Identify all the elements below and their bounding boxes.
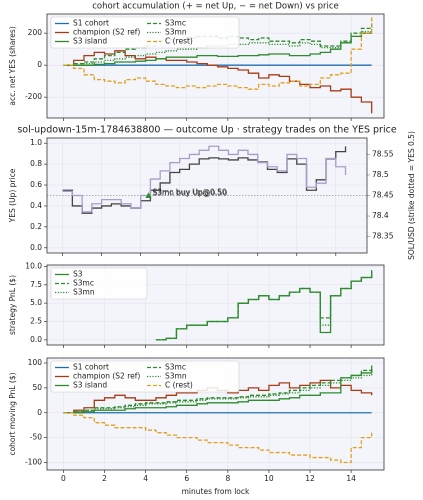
series-line bbox=[63, 32, 372, 66]
legend-label: champion (S2 ref) bbox=[73, 28, 140, 37]
y-tick-label: 0.0 bbox=[30, 335, 42, 344]
y-tick-label: 0.0 bbox=[30, 243, 42, 252]
x-axis-label: minutes from lock bbox=[182, 487, 250, 496]
series-line bbox=[63, 412, 373, 464]
legend-label: S3 bbox=[73, 270, 83, 279]
legend-box bbox=[50, 267, 148, 300]
legend-label: champion (S2 ref) bbox=[73, 372, 140, 381]
y-tick-label: 0.6 bbox=[30, 180, 42, 189]
y-tick-label: 0.4 bbox=[30, 201, 42, 210]
x-tick-label: 4 bbox=[143, 474, 148, 483]
legend-label: S1 cohort bbox=[73, 363, 109, 372]
legend-label: S3mc bbox=[165, 363, 186, 372]
series-line bbox=[155, 273, 373, 341]
trade-marker bbox=[145, 192, 152, 198]
y-tick-label: 0 bbox=[37, 408, 42, 417]
y2-tick-label: 78.55 bbox=[372, 149, 394, 158]
legend-label: S3 island bbox=[73, 381, 107, 390]
y-tick-label: 0.8 bbox=[30, 159, 42, 168]
y-tick-label: 1.0 bbox=[30, 138, 42, 147]
y-tick-label: 200 bbox=[28, 28, 43, 37]
legend-label: C (rest) bbox=[165, 381, 193, 390]
x-tick-label: 8 bbox=[225, 474, 230, 483]
legend-label: S3mn bbox=[73, 288, 95, 297]
y-axis-label: YES (Up) price bbox=[8, 168, 17, 223]
y-tick-label: -100 bbox=[25, 458, 42, 467]
series-line bbox=[63, 17, 373, 90]
y2-tick-label: 78.35 bbox=[372, 232, 394, 241]
y-axis-label: acc. net YES (shares) bbox=[8, 26, 17, 105]
x-tick-label: 14 bbox=[346, 474, 356, 483]
legend-label: S3mn bbox=[165, 372, 187, 381]
y-axis-label: strategy PnL ($) bbox=[8, 275, 17, 335]
legend-label: C (rest) bbox=[165, 37, 193, 46]
legend-box bbox=[50, 360, 240, 393]
legend-box bbox=[50, 16, 240, 49]
legend-label: S1 cohort bbox=[73, 19, 109, 28]
y-tick-label: -50 bbox=[30, 433, 42, 442]
chart-title: cohort accumulation (+ = net Up, − = net… bbox=[92, 2, 339, 12]
x-tick-label: 0 bbox=[61, 474, 66, 483]
annotation: S3mc buy Up@0.50 bbox=[152, 188, 226, 197]
x-tick-label: 10 bbox=[264, 474, 274, 483]
legend-label: S3 island bbox=[73, 37, 107, 46]
x-tick-label: 6 bbox=[184, 474, 189, 483]
plot-frame bbox=[46, 13, 385, 119]
series-line bbox=[63, 50, 373, 114]
legend-label: S3mc bbox=[165, 19, 186, 28]
y-tick-label: 5.0 bbox=[30, 298, 42, 307]
plot-frame bbox=[46, 264, 385, 346]
y-tick-label: 0.2 bbox=[30, 222, 42, 231]
y2-axis-label: SOL/USD (strike dotted = YES 0.5) bbox=[407, 131, 416, 260]
y2-tick-label: 78.45 bbox=[372, 191, 394, 200]
legend-label: S3mn bbox=[165, 28, 187, 37]
y2-tick-label: 78.4 bbox=[372, 211, 389, 220]
chart-title: sol-updown-15m-1784638800 — outcome Up ·… bbox=[17, 125, 397, 136]
y-axis-label: cohort moving PnL ($) bbox=[8, 372, 17, 455]
x-tick-label: 2 bbox=[102, 474, 107, 483]
series-line bbox=[63, 365, 373, 414]
y-tick-label: 50 bbox=[32, 383, 42, 392]
series-line bbox=[155, 271, 373, 341]
series-line bbox=[62, 146, 347, 214]
y-tick-label: -200 bbox=[25, 92, 42, 101]
y-tick-label: 7.5 bbox=[30, 280, 42, 289]
y-tick-label: 0 bbox=[37, 60, 42, 69]
y-tick-label: 10.0 bbox=[25, 261, 42, 270]
legend-label: S3mc bbox=[73, 279, 94, 288]
series-line bbox=[63, 370, 373, 414]
plot-frame bbox=[46, 357, 385, 471]
y-tick-label: 100 bbox=[28, 358, 43, 367]
annotation: S3mn buy Up@0.50 bbox=[152, 188, 227, 197]
plot-frame bbox=[46, 137, 368, 254]
y2-tick-label: 78.5 bbox=[372, 170, 389, 179]
y-tick-label: 2.5 bbox=[30, 317, 42, 326]
x-tick-label: 12 bbox=[305, 474, 315, 483]
series-line bbox=[62, 145, 347, 213]
